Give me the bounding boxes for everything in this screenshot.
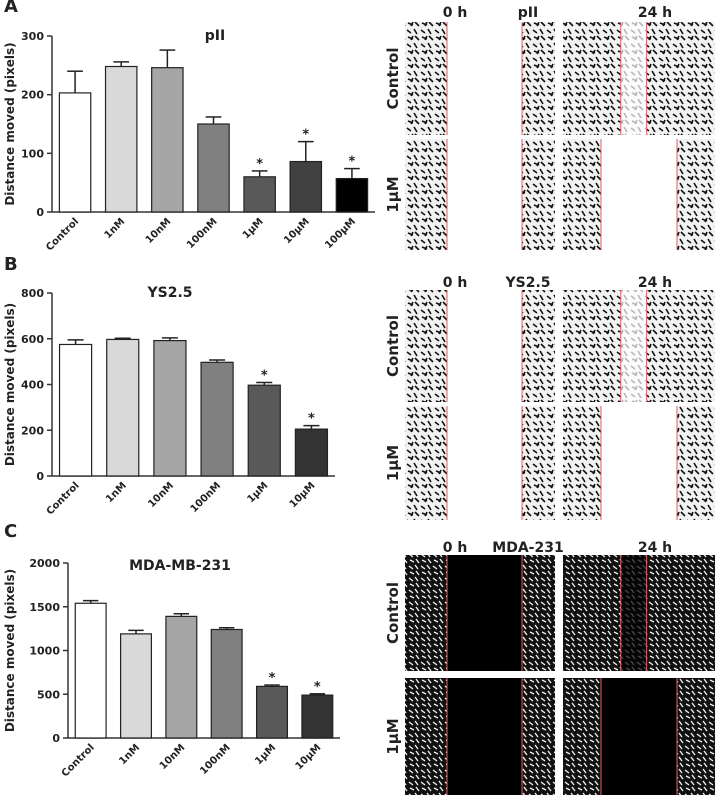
bar [335,177,369,213]
x-tick-label: 10µM [282,216,312,246]
y-tick-label: 300 [21,30,44,43]
image-row-label: 1µM [384,718,402,754]
bar [153,339,187,477]
x-tick-label: 1nM [117,742,142,767]
image-row-label: Control [384,315,402,377]
significance-marker: * [308,412,315,427]
significance-marker: * [256,157,263,172]
y-axis-label: Distance moved (pixels) [3,569,17,732]
y-tick-label: 400 [21,379,44,392]
image-column-label: 0 h [443,5,468,21]
x-tick-label: 100nM [189,480,224,515]
wound-gap [601,406,677,520]
y-tick-label: 1500 [29,601,60,614]
panel-label: A [4,0,18,17]
y-tick-label: 100 [21,147,44,160]
bar [289,160,323,213]
y-tick-label: 2000 [29,557,60,570]
bar [58,92,92,213]
wound-gap [447,555,522,671]
x-tick-label: 1µM [253,742,278,767]
bar [119,633,153,739]
y-tick-label: 0 [36,206,44,219]
bar [165,615,198,739]
wound-gap [601,678,677,795]
bar [151,67,184,213]
wound-gap [620,555,647,671]
y-tick-label: 200 [21,89,44,102]
image-column-label: MDA-231 [492,540,563,556]
wound-gap [601,139,677,250]
bar [74,602,107,739]
y-tick-label: 500 [37,688,60,701]
x-tick-label: 1µM [241,216,266,241]
x-tick-label: Control [44,216,81,253]
y-axis-label: Distance moved (pixels) [3,303,17,466]
x-tick-label: Control [60,742,97,779]
y-tick-label: 600 [21,333,44,346]
image-row-label: 1µM [384,176,402,212]
x-tick-label: 1nM [103,216,128,241]
image-column-label: 0 h [443,540,468,556]
image-column-label: 24 h [638,275,672,291]
chart-title: pII [205,28,225,44]
significance-marker: * [302,128,309,143]
x-tick-label: 10nM [158,742,188,772]
bar [301,694,334,739]
bar [247,384,281,477]
bar [104,65,138,213]
bar [294,428,329,477]
chart-title: YS2.5 [146,285,192,301]
y-tick-label: 800 [21,287,44,300]
x-tick-label: 100nM [185,216,220,251]
image-column-label: pII [518,5,538,21]
significance-marker: * [349,155,356,170]
wound-gap [620,290,647,402]
chart-title: MDA-MB-231 [129,558,231,574]
y-tick-label: 200 [21,424,44,437]
image-row-label: Control [384,47,402,109]
x-tick-label: 10nM [146,480,176,510]
image-row-label: 1µM [384,445,402,481]
x-tick-label: 100nM [198,742,233,777]
wound-gap [447,139,522,250]
image-column-label: YS2.5 [504,275,550,291]
x-tick-label: 1nM [104,480,129,505]
bar [200,361,234,477]
bar [58,343,93,477]
x-tick-label: 10nM [144,216,174,246]
image-column-label: 24 h [638,540,672,556]
y-tick-label: 1000 [29,645,60,658]
x-tick-label: Control [45,480,82,517]
bar [243,176,276,213]
bar [197,123,230,213]
wound-gap [447,22,522,135]
x-tick-label: 10µM [288,480,318,510]
x-tick-label: 1µM [245,480,270,505]
x-tick-label: 100µM [323,216,358,251]
panel-label: C [4,521,17,542]
bar [255,685,289,739]
significance-marker: * [261,368,268,383]
x-tick-label: 10µM [294,742,324,772]
significance-marker: * [314,680,321,695]
y-tick-label: 0 [52,732,60,745]
bar [106,338,140,477]
panel-label: B [4,254,18,275]
wound-gap [447,678,522,795]
y-axis-label: Distance moved (pixels) [3,42,17,205]
image-column-label: 0 h [443,275,468,291]
wound-gap [447,406,522,520]
image-column-label: 24 h [638,5,672,21]
image-row-label: Control [384,582,402,644]
y-tick-label: 0 [36,470,44,483]
bar [210,628,243,739]
wound-gap [620,22,647,135]
significance-marker: * [269,671,276,686]
wound-gap [447,290,522,402]
